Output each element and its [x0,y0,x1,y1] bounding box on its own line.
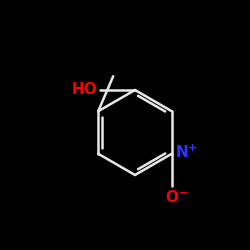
Text: −: − [179,188,188,198]
Text: HO: HO [72,82,98,98]
Text: +: + [188,143,197,153]
Text: N: N [176,145,188,160]
Text: O: O [165,190,178,205]
